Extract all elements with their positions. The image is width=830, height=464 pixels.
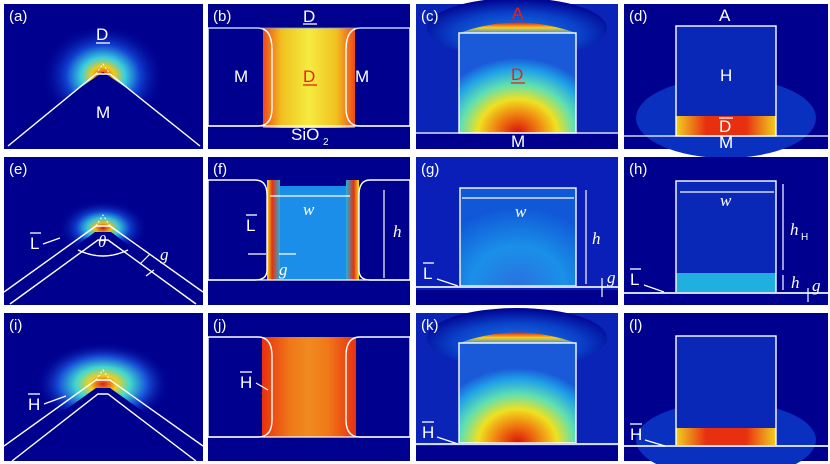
region-label-dielectric-c: D — [511, 65, 523, 84]
panel-label-g: (g) — [421, 161, 439, 178]
region-label-dielectric-b-top: D — [303, 7, 315, 26]
layer-label-low-index-g: L — [423, 264, 432, 283]
width-label-g: w — [515, 202, 527, 221]
panel-label-c: (c) — [421, 8, 439, 25]
panel-label-b: (b) — [213, 8, 231, 25]
region-label-metal: M — [96, 103, 110, 122]
layer-label-low-index-f: L — [246, 216, 255, 235]
gap-label-h: g — [812, 276, 821, 295]
region-label-dielectric-b-core: D — [303, 67, 315, 86]
region-label-substrate: SiO — [291, 125, 319, 144]
panel-f: (f) w h L g — [207, 157, 411, 305]
panel-label-j: (j) — [213, 317, 226, 334]
panel-label-a: (a) — [9, 8, 27, 25]
layer-label-high-index-i: H — [28, 395, 40, 414]
gap-label-f: g — [279, 260, 288, 279]
region-label-substrate-sub: 2 — [323, 137, 329, 148]
panel-h: (h) w h H h L g — [624, 157, 828, 305]
layer-label-high-index-k: H — [422, 423, 434, 442]
panel-label-d: (d) — [629, 8, 647, 25]
height-sub-h: H — [801, 232, 808, 243]
panel-label-k: (k) — [421, 317, 439, 334]
height-label-g: h — [592, 229, 601, 248]
region-label-air: A — [512, 4, 524, 23]
panel-e: (e) L θ g — [4, 157, 203, 305]
panel-label-e: (e) — [9, 161, 27, 178]
panel-l: (l) H — [624, 313, 828, 464]
region-label-high-index: H — [720, 66, 732, 85]
angle-label: θ — [98, 232, 106, 251]
panel-label-i: (i) — [9, 317, 22, 334]
panel-b: (b) D M D M SiO 2 — [207, 4, 411, 149]
gap-label-g: g — [607, 268, 616, 287]
gap-label-e: g — [160, 245, 169, 264]
panel-label-l: (l) — [629, 317, 642, 334]
width-label-f: w — [303, 200, 315, 219]
layer-label-high-index-l: H — [630, 425, 642, 444]
panel-j: (j) H — [207, 313, 411, 461]
layer-label-low-index-e: L — [30, 234, 39, 253]
width-label-h: w — [720, 191, 732, 210]
region-label-metal-b-left: M — [234, 67, 248, 86]
panel-g: (g) w h L g — [416, 157, 618, 305]
panel-label-h: (h) — [629, 161, 647, 178]
region-label-dielectric: D — [96, 25, 108, 44]
panel-k: (k) H — [416, 308, 618, 461]
region-label-dielectric-d: D — [719, 117, 731, 136]
layer-label-high-index-j: H — [240, 373, 252, 392]
region-label-air-d: A — [719, 6, 731, 25]
height-label-h: h — [790, 220, 799, 239]
layer-label-low-index-h: L — [630, 270, 639, 289]
region-label-metal-c: M — [511, 132, 525, 151]
region-label-metal-b-right: M — [355, 67, 369, 86]
panel-c: (c) A D M — [416, 0, 618, 151]
height-label-h-layer: h — [791, 273, 800, 292]
region-label-metal-d: M — [719, 133, 733, 152]
panel-d: (d) A H D M — [624, 4, 828, 158]
height-label-f: h — [393, 222, 402, 241]
panel-label-f: (f) — [213, 161, 227, 178]
panel-i: (i) H — [4, 313, 203, 461]
panel-a: (a) D M — [4, 4, 203, 149]
